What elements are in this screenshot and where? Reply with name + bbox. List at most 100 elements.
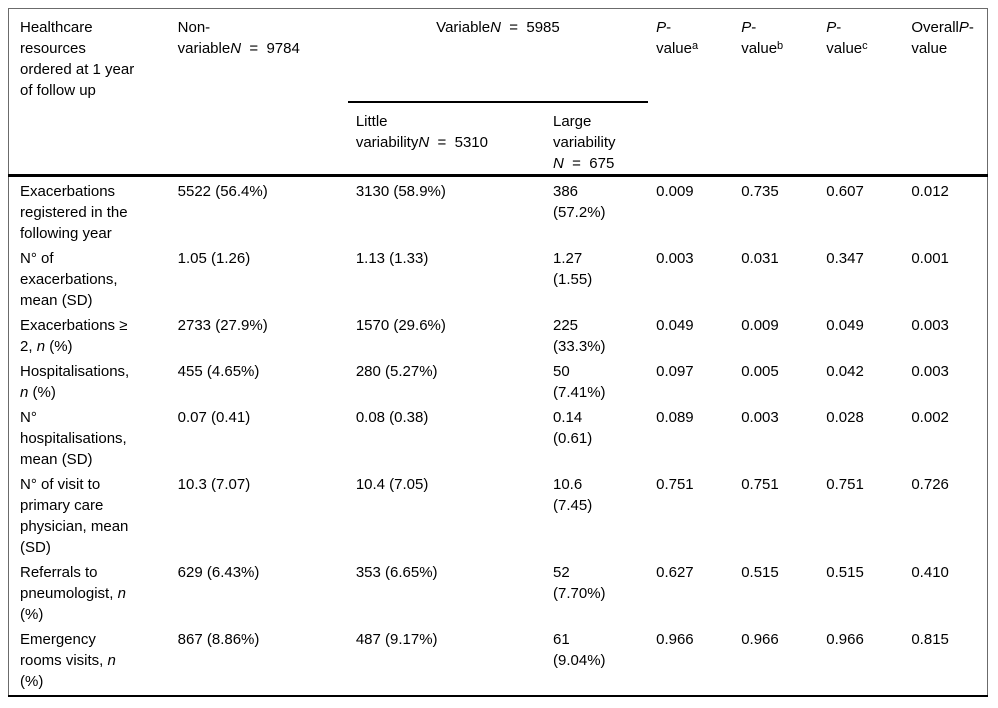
p-value-b-cell: 0.966	[741, 630, 779, 648]
row-label-text: Emergency rooms visits,	[20, 630, 108, 669]
non-variable-cell: 10.3 (7.07)	[177, 475, 251, 493]
header-row-top: Healthcare resources ordered at 1 year o…	[8, 8, 988, 177]
p-value-a-column-header: P-valuea	[648, 8, 734, 177]
row-label-text: Referrals to pneumologist,	[20, 563, 118, 602]
row-label-text: Exacerbations registered in the followin…	[20, 182, 128, 242]
little-variability-cell: 280 (5.27%)	[355, 362, 438, 380]
p-value-c-cell: 0.607	[826, 182, 864, 200]
large-variability-column-header: Large variability N = 675	[545, 101, 649, 177]
row-label-cell: Exacerbations ≥ 2, n (%)	[9, 311, 178, 357]
row-label-text: Exacerbations ≥ 2,	[20, 316, 128, 355]
p-value-b-cell: 0.005	[741, 362, 779, 380]
row-label-text: (%)	[45, 337, 73, 355]
table-row: Exacerbations ≥ 2, n (%) 2733 (27.9%) 15…	[9, 311, 988, 357]
header-text: -value	[911, 19, 974, 57]
table-row: N° of exacerbations, mean (SD) 1.05 (1.2…	[9, 244, 988, 311]
italic-p: P	[741, 19, 752, 36]
row-label-text: N° hospitalisations, mean (SD)	[20, 408, 127, 468]
italic-n: N	[553, 154, 564, 172]
row-label-text: N° of visit to primary care physician, m…	[20, 475, 129, 556]
little-variability-cell: 353 (6.65%)	[355, 563, 438, 581]
row-label-text: Hospitalisations,	[20, 362, 130, 380]
little-variability-column-header: Little variabilityN = 5310	[347, 101, 545, 177]
row-label-text: (%)	[28, 383, 56, 401]
large-variability-cell: 10.6 (7.45)	[553, 475, 593, 514]
non-variable-cell: 2733 (27.9%)	[177, 316, 268, 334]
little-variability-cell: 0.08 (0.38)	[355, 408, 429, 426]
overall-p-value-column-header: OverallP-value	[903, 8, 988, 177]
p-value-c-cell: 0.347	[826, 249, 864, 267]
p-value-a-cell: 0.097	[656, 362, 694, 380]
p-value-b-cell: 0.009	[741, 316, 779, 334]
row-label-cell: Emergency rooms visits, n (%)	[9, 625, 178, 696]
header-text: Variable	[436, 19, 491, 36]
little-variability-cell: 487 (9.17%)	[355, 630, 438, 648]
table-row: N° of visit to primary care physician, m…	[9, 470, 988, 558]
non-variable-cell: 629 (6.43%)	[177, 563, 260, 581]
italic-n: N	[418, 133, 430, 151]
p-value-a-cell: 0.049	[656, 316, 694, 334]
large-variability-cell: 0.14 (0.61)	[553, 408, 593, 447]
p-value-c-cell: 0.042	[826, 362, 864, 380]
large-variability-cell: 1.27 (1.55)	[553, 249, 593, 288]
table-row: Exacerbations registered in the followin…	[9, 175, 988, 244]
table-row: Referrals to pneumologist, n (%) 629 (6.…	[9, 558, 988, 625]
row-label-cell: Hospitalisations, n (%)	[9, 357, 178, 403]
non-variable-cell: 455 (4.65%)	[177, 362, 260, 380]
italic-n: n	[36, 337, 46, 355]
overall-p-value-cell: 0.410	[911, 563, 949, 581]
p-value-c-cell: 0.515	[826, 563, 864, 581]
italic-p: P	[656, 19, 667, 36]
p-value-a-cell: 0.751	[656, 475, 694, 493]
non-variable-cell: 0.07 (0.41)	[177, 408, 251, 426]
large-variability-cell: 52 (7.70%)	[553, 563, 606, 602]
non-variable-cell: 867 (8.86%)	[177, 630, 260, 648]
p-value-a-cell: 0.003	[656, 249, 694, 267]
stub-header-text: Healthcare resources ordered at 1 year o…	[20, 19, 135, 99]
overall-p-value-cell: 0.003	[911, 362, 949, 380]
healthcare-resources-table: Healthcare resources ordered at 1 year o…	[8, 8, 988, 697]
large-variability-cell: 386 (57.2%)	[553, 182, 606, 221]
row-label-cell: N° of visit to primary care physician, m…	[9, 470, 178, 558]
row-label-cell: Referrals to pneumologist, n (%)	[9, 558, 178, 625]
p-value-c-cell: 0.049	[826, 316, 864, 334]
superscript-b: b	[777, 40, 784, 52]
table-body: Exacerbations registered in the followin…	[9, 175, 988, 696]
italic-n: n	[117, 584, 126, 602]
overall-p-value-cell: 0.815	[911, 630, 949, 648]
row-label-text: (%)	[20, 672, 44, 690]
table-row: Hospitalisations, n (%) 455 (4.65%) 280 …	[9, 357, 988, 403]
table-row: N° hospitalisations, mean (SD) 0.07 (0.4…	[9, 403, 988, 470]
header-row-sub: Little variabilityN = 5310 Large variabi…	[9, 101, 988, 177]
variable-group-header: VariableN = 5985	[347, 8, 649, 103]
p-value-c-column-header: P-valuec	[818, 8, 904, 177]
row-label-cell: N° hospitalisations, mean (SD)	[9, 403, 178, 470]
little-variability-cell: 1570 (29.6%)	[355, 316, 446, 334]
table-header: Healthcare resources ordered at 1 year o…	[8, 8, 988, 177]
superscript-a: a	[691, 40, 699, 52]
p-value-b-cell: 0.515	[741, 563, 779, 581]
italic-n: N	[490, 19, 501, 36]
header-text: Overall	[911, 19, 959, 36]
stub-header: Healthcare resources ordered at 1 year o…	[8, 8, 178, 177]
p-value-a-cell: 0.089	[656, 408, 694, 426]
p-value-a-cell: 0.966	[656, 630, 694, 648]
header-text: Little variability	[355, 112, 419, 151]
header-text: Non-variable	[177, 19, 231, 57]
p-value-b-column-header: P-valueb	[733, 8, 819, 177]
header-text: -value	[656, 19, 692, 57]
italic-p: P	[826, 19, 837, 36]
row-label-text: (%)	[20, 605, 44, 623]
superscript-c: c	[862, 40, 868, 52]
overall-p-value-cell: 0.002	[911, 408, 949, 426]
non-variable-column-header: Non-variableN = 9784	[177, 8, 348, 177]
header-text: = 5985	[500, 19, 560, 36]
overall-p-value-cell: 0.726	[911, 475, 949, 493]
little-variability-cell: 3130 (58.9%)	[355, 182, 446, 200]
large-variability-cell: 61 (9.04%)	[553, 630, 606, 669]
p-value-a-cell: 0.009	[656, 182, 694, 200]
little-variability-cell: 10.4 (7.05)	[355, 475, 429, 493]
large-variability-cell: 50 (7.41%)	[553, 362, 606, 401]
table-row: Emergency rooms visits, n (%) 867 (8.86%…	[9, 625, 988, 696]
p-value-a-cell: 0.627	[656, 563, 694, 581]
